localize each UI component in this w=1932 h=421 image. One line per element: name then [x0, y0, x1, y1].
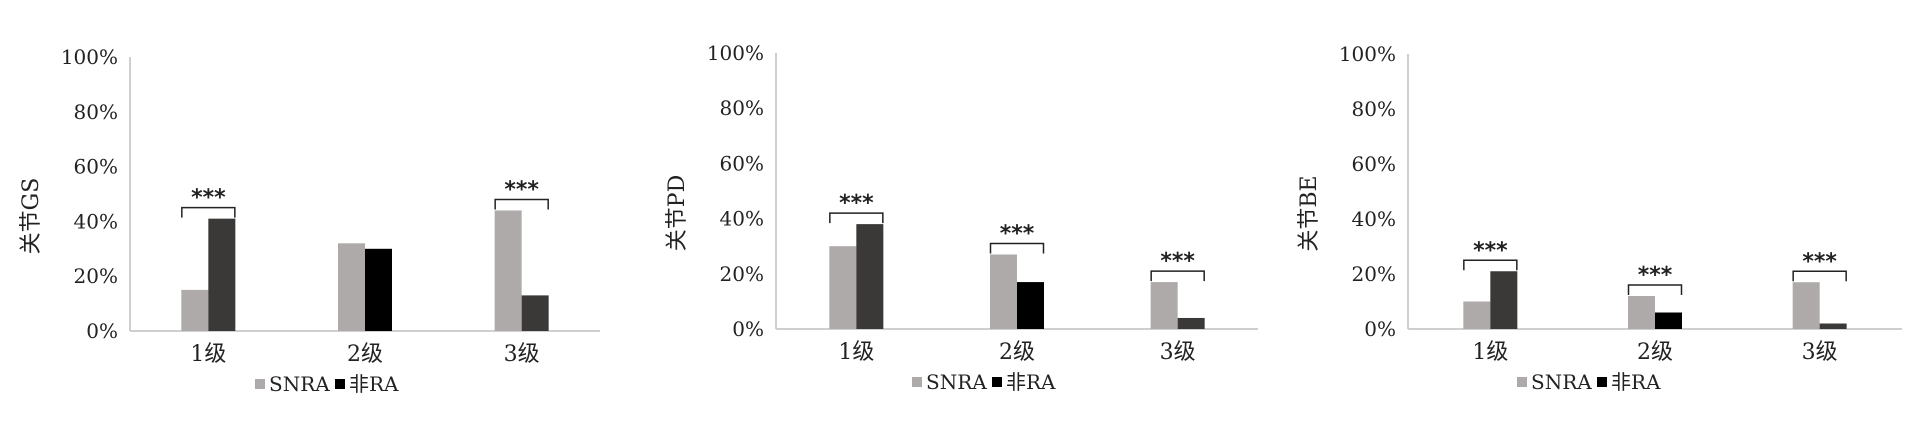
x-category-label: 1级: [838, 340, 874, 365]
bar-snra: [338, 243, 365, 331]
significance-bracket: [1792, 270, 1847, 282]
legend-label: SNRA: [1531, 370, 1592, 394]
significance-bracket: [829, 212, 884, 224]
bar-non-ra: [208, 218, 236, 331]
legend-swatch: [1517, 377, 1527, 387]
y-tick-label: 60%: [74, 155, 118, 179]
x-category-label: 1级: [1472, 340, 1508, 365]
legend-label: SNRA: [926, 370, 987, 394]
legend-swatch: [255, 379, 265, 389]
bar-snra: [1792, 282, 1820, 329]
bar-non-ra: [1490, 271, 1518, 329]
bar-snra: [1150, 282, 1178, 329]
significance-bracket: [494, 198, 549, 210]
legend-swatch: [912, 377, 922, 387]
significance-bracket: [989, 242, 1045, 254]
y-tick-label: 0%: [86, 319, 118, 343]
y-tick-label: 20%: [74, 264, 118, 288]
significance-bracket: [1150, 270, 1205, 282]
x-category-label: 2级: [347, 342, 383, 367]
significance-label: ***: [1000, 221, 1035, 246]
bar-snra: [494, 210, 522, 331]
bar-non-ra: [521, 295, 549, 331]
chart-panel-1: 0% 20% 40% 60% 80% 100% 关节GS 1级 *** 2级 3级 *** SNRA 非R…: [19, 45, 600, 396]
bar-non-ra: [1819, 323, 1847, 329]
bar-snra: [1628, 296, 1655, 329]
bar-snra: [181, 289, 209, 331]
significance-bracket: [1627, 284, 1683, 295]
x-category-label: 1级: [190, 342, 226, 367]
x-category-label: 2级: [1637, 340, 1673, 365]
x-category-label: 3级: [1160, 340, 1196, 365]
bar-snra: [990, 254, 1017, 329]
y-tick-label: 100%: [61, 45, 118, 69]
y-tick-label: 80%: [74, 100, 118, 124]
legend-swatch: [992, 377, 1002, 387]
y-tick-label: 40%: [720, 207, 764, 231]
significance-label: ***: [191, 186, 226, 211]
significance-label: ***: [1473, 238, 1508, 263]
legend-label: SNRA: [269, 372, 330, 396]
bar-non-ra: [1655, 312, 1682, 329]
y-axis-title: 关节PD: [665, 175, 690, 251]
y-tick-label: 0%: [1364, 317, 1396, 341]
significance-label: ***: [1802, 249, 1837, 274]
x-category-label: 2级: [999, 340, 1035, 365]
legend-label: 非RA: [1006, 370, 1056, 394]
x-category-label: 3级: [1802, 340, 1838, 365]
y-tick-label: 40%: [74, 209, 118, 233]
legend-label: 非RA: [1611, 370, 1661, 394]
significance-bracket: [1463, 259, 1518, 271]
y-tick-label: 100%: [707, 41, 764, 65]
y-tick-label: 0%: [732, 317, 764, 341]
x-category-label: 3级: [504, 342, 540, 367]
y-axis-title: 关节GS: [19, 178, 44, 255]
significance-label: ***: [839, 191, 874, 216]
chart-panel-2: 0% 20% 40% 60% 80% 100% 关节PD 1级 *** 2级 *** 3级 *** SNR…: [665, 41, 1258, 394]
bar-snra: [1463, 301, 1491, 329]
y-tick-label: 80%: [720, 96, 764, 120]
bar-non-ra: [1177, 317, 1205, 329]
bar-non-ra: [856, 224, 884, 329]
y-tick-label: 40%: [1352, 207, 1396, 231]
y-axis-title: 关节BE: [1297, 175, 1322, 251]
bar-non-ra: [1017, 282, 1044, 329]
bar-non-ra: [365, 248, 392, 331]
chart-panel-3: 0% 20% 40% 60% 80% 100% 关节BE 1级 *** 2级 *** 3级 *** SNR…: [1297, 42, 1902, 394]
legend-swatch: [1597, 377, 1607, 387]
significance-bracket: [181, 206, 236, 218]
y-tick-label: 100%: [1339, 42, 1396, 66]
significance-label: ***: [504, 177, 539, 202]
legend-swatch: [335, 379, 345, 389]
y-tick-label: 80%: [1352, 97, 1396, 121]
y-tick-label: 60%: [720, 151, 764, 175]
y-tick-label: 60%: [1352, 152, 1396, 176]
significance-label: ***: [1160, 249, 1195, 274]
y-tick-label: 20%: [1352, 262, 1396, 286]
bar-snra: [829, 246, 857, 329]
legend-label: 非RA: [349, 372, 399, 396]
significance-label: ***: [1638, 263, 1673, 288]
y-tick-label: 20%: [720, 262, 764, 286]
